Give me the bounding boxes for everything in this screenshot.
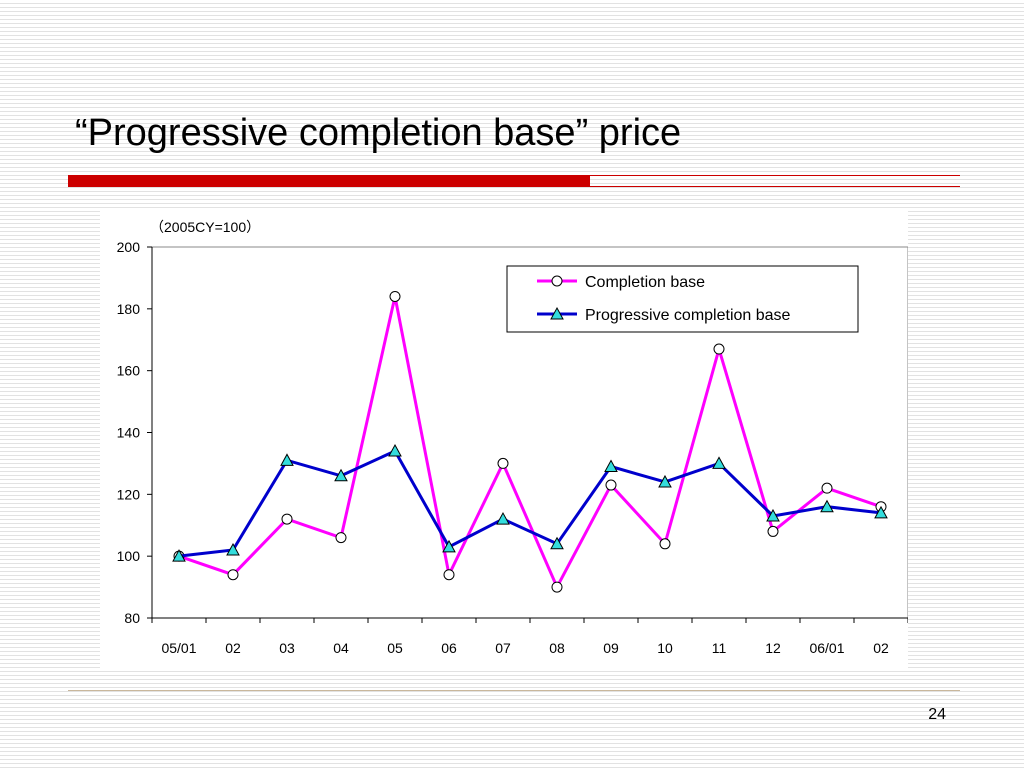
legend-marker-completion-base [551,275,563,287]
data-point-completion-base [335,532,347,544]
y-tick-label: 180 [117,301,141,317]
data-point-progressive-completion-base [172,549,186,562]
data-point-completion-base [713,343,725,355]
data-point-progressive-completion-base [604,459,618,473]
x-tick-label: 02 [225,640,241,656]
x-tick-label: 11 [712,640,727,656]
unit-label: （2005CY=100） [150,219,260,235]
data-point-completion-base [389,290,401,302]
data-point-progressive-completion-base [442,539,456,553]
x-tick-label: 02 [873,640,889,656]
data-point-progressive-completion-base [496,512,510,525]
title-underline-line-top [590,175,960,176]
data-point-completion-base [821,482,833,494]
y-tick-label: 120 [117,486,141,502]
data-point-completion-base [227,569,239,581]
x-tick-label: 08 [549,640,565,656]
x-tick-label: 04 [333,640,349,656]
data-point-completion-base [659,538,671,550]
data-point-completion-base [605,479,617,491]
data-point-progressive-completion-base [550,536,564,550]
x-tick-label: 06/01 [809,640,844,656]
data-point-completion-base [443,569,455,581]
series-line-progressive-completion-base [178,449,882,558]
data-point-completion-base [767,525,779,537]
data-point-progressive-completion-base [388,444,402,457]
x-tick-label: 06 [441,640,457,656]
x-axis: 05/01 02 03 04 05 06 07 08 09 10 11 12 06/01 02 [151,618,909,656]
data-point-progressive-completion-base [658,474,672,488]
data-point-completion-base [281,513,293,525]
title-underline-bar [68,175,590,187]
legend-box [506,265,859,333]
page-number: 24 [928,706,946,723]
data-point-progressive-completion-base [712,456,726,469]
x-tick-label: 12 [765,640,781,656]
data-point-progressive-completion-base [874,505,888,519]
footer-rule [68,690,960,691]
data-point-progressive-completion-base [226,542,240,556]
y-tick-label: 160 [117,363,141,379]
y-tick-label: 200 [117,239,141,255]
legend: Completion base Progressive completion b… [506,265,859,333]
legend-marker-progressive-completion-base [550,306,564,320]
x-tick-label: 03 [279,640,295,656]
x-tick-label: 05 [387,640,403,656]
x-tick-label: 10 [657,640,673,656]
y-tick-label: 140 [117,425,141,441]
series-line-completion-base [178,296,882,591]
data-point-completion-base [551,581,563,593]
series-layer [172,290,888,593]
x-tick-label: 07 [495,640,511,656]
x-tick-label: 09 [603,640,619,656]
data-point-completion-base [497,457,509,469]
legend-label-progressive-completion-base: Progressive completion base [585,307,791,324]
y-axis: 80 100 120 140 160 180 200 [117,239,152,626]
title-underline-line-bottom [590,186,960,187]
data-point-progressive-completion-base [766,508,780,522]
chart-panel: （2005CY=100） 80 100 120 140 160 180 200 05/01 0… [100,210,909,670]
x-tick-label: 05/01 [161,640,196,656]
legend-label-completion-base: Completion base [585,274,705,291]
y-tick-label: 100 [117,548,141,564]
data-point-progressive-completion-base [820,499,834,513]
y-tick-label: 80 [124,610,140,626]
data-point-progressive-completion-base [334,468,348,482]
data-point-progressive-completion-base [280,453,294,466]
slide-title: “Progressive completion base” price [75,112,682,154]
